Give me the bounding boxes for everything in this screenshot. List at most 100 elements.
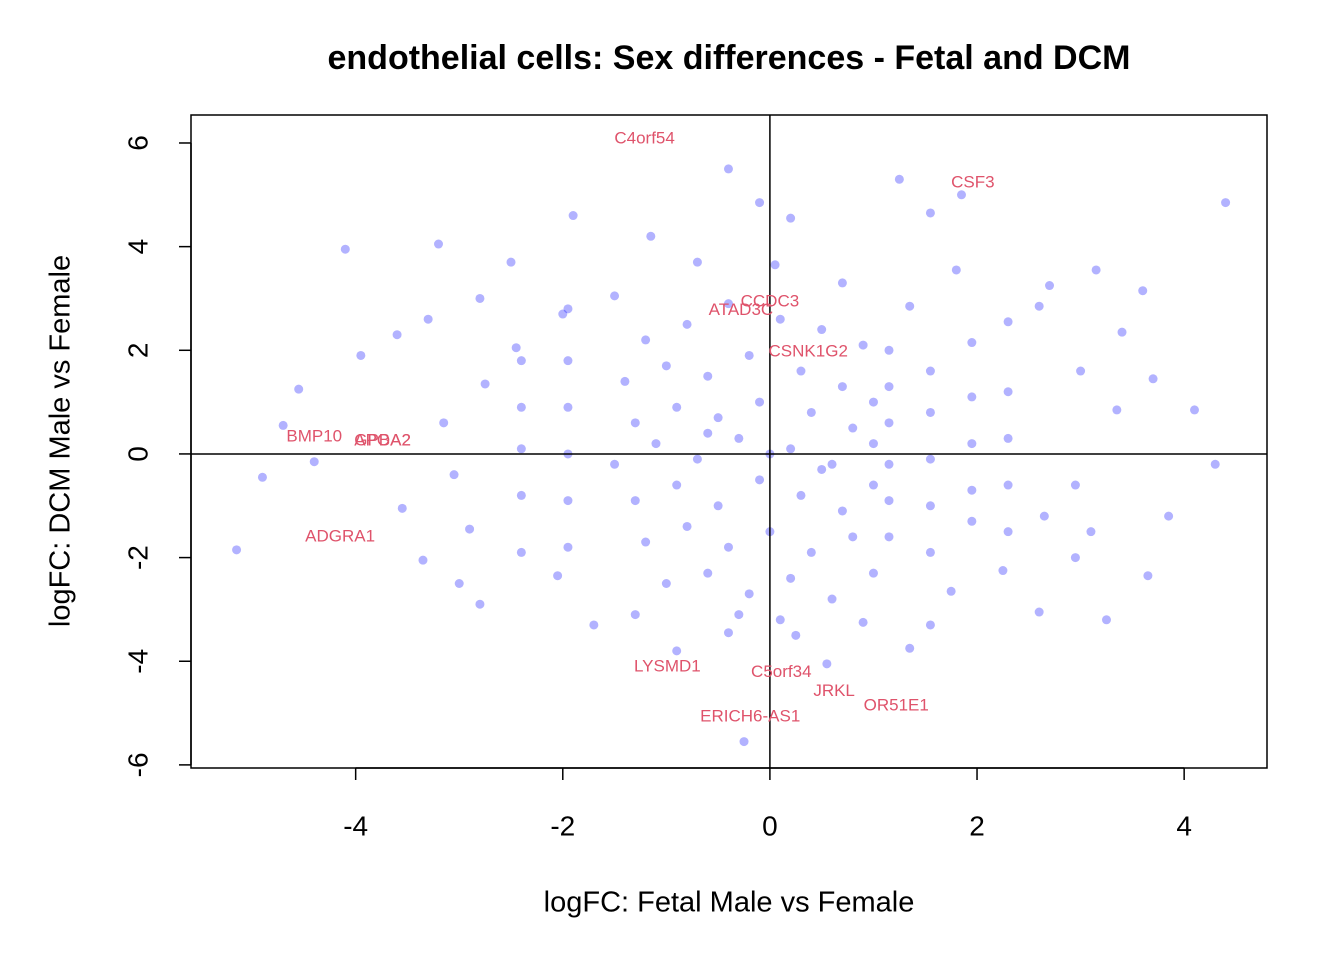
point [806, 547, 816, 557]
point [827, 594, 837, 604]
point [1003, 433, 1013, 443]
point [1045, 281, 1055, 291]
point [848, 532, 858, 542]
point [868, 480, 878, 490]
x-tick-label: -2 [550, 810, 575, 841]
point [511, 343, 521, 353]
point-label: ERICH6-AS1 [700, 707, 800, 726]
point [827, 459, 837, 469]
point [775, 314, 785, 324]
point [967, 516, 977, 526]
point [563, 356, 573, 366]
point [563, 402, 573, 412]
point [858, 617, 868, 627]
point [1070, 480, 1080, 490]
point [951, 265, 961, 275]
point [692, 257, 702, 267]
point [506, 257, 516, 267]
point [449, 470, 459, 480]
point [480, 379, 490, 389]
point [848, 423, 858, 433]
point [755, 397, 765, 407]
point [1210, 459, 1220, 469]
point [770, 260, 780, 270]
point [682, 521, 692, 531]
point [418, 555, 428, 565]
y-axis-label: logFC: DCM Male vs Female [45, 255, 77, 627]
point [925, 454, 935, 464]
point [723, 628, 733, 638]
point [723, 164, 733, 174]
point [563, 496, 573, 506]
point-label: OR51E1 [864, 695, 929, 714]
point [723, 299, 733, 309]
point [858, 340, 868, 350]
point [641, 537, 651, 547]
point [630, 610, 640, 620]
point [516, 444, 526, 454]
point [1003, 480, 1013, 490]
x-tick-label: 4 [1176, 810, 1192, 841]
point [868, 568, 878, 578]
point [1039, 511, 1049, 521]
point [1138, 286, 1148, 296]
point [925, 208, 935, 218]
point [925, 547, 935, 557]
point [392, 330, 402, 340]
point [1164, 511, 1174, 521]
point [1003, 527, 1013, 537]
point-label: C5orf34 [751, 662, 811, 681]
point [434, 239, 444, 249]
y-tick-label: -2 [122, 545, 153, 570]
point [739, 737, 749, 747]
point [905, 301, 915, 311]
y-tick-label: 0 [122, 446, 153, 462]
point [1112, 405, 1122, 415]
chart-title: endothelial cells: Sex differences - Fet… [328, 39, 1131, 77]
point-label: GPBA2 [354, 430, 411, 449]
point [703, 371, 713, 381]
point [967, 338, 977, 348]
point [786, 213, 796, 223]
point [475, 599, 485, 609]
point [646, 231, 656, 241]
point [884, 418, 894, 428]
point [1221, 198, 1231, 208]
point [672, 480, 682, 490]
point [822, 659, 832, 669]
point-label: APOA2 [354, 430, 411, 449]
point [894, 174, 904, 184]
point [568, 211, 578, 221]
point-label: CSNK1G2 [769, 341, 848, 360]
x-axis-label: logFC: Fetal Male vs Female [544, 887, 915, 919]
point [630, 418, 640, 428]
point-label: ADGRA1 [305, 526, 375, 545]
point [630, 496, 640, 506]
point [925, 620, 935, 630]
point [651, 439, 661, 449]
point [672, 646, 682, 656]
point-label: LYSMD1 [634, 656, 701, 675]
point [744, 589, 754, 599]
point [884, 496, 894, 506]
point [356, 350, 366, 360]
point [925, 501, 935, 511]
point [755, 198, 765, 208]
point [558, 309, 568, 319]
point [884, 459, 894, 469]
point [884, 382, 894, 392]
point [1034, 301, 1044, 311]
point [232, 545, 242, 555]
point-label: ATAD3C [709, 300, 774, 319]
point [1117, 327, 1127, 337]
point [610, 459, 620, 469]
point [692, 454, 702, 464]
point [755, 475, 765, 485]
point [516, 402, 526, 412]
point [672, 402, 682, 412]
point [884, 532, 894, 542]
point [641, 335, 651, 345]
point [516, 490, 526, 500]
point [796, 366, 806, 376]
point-label: JRKL [813, 681, 855, 700]
